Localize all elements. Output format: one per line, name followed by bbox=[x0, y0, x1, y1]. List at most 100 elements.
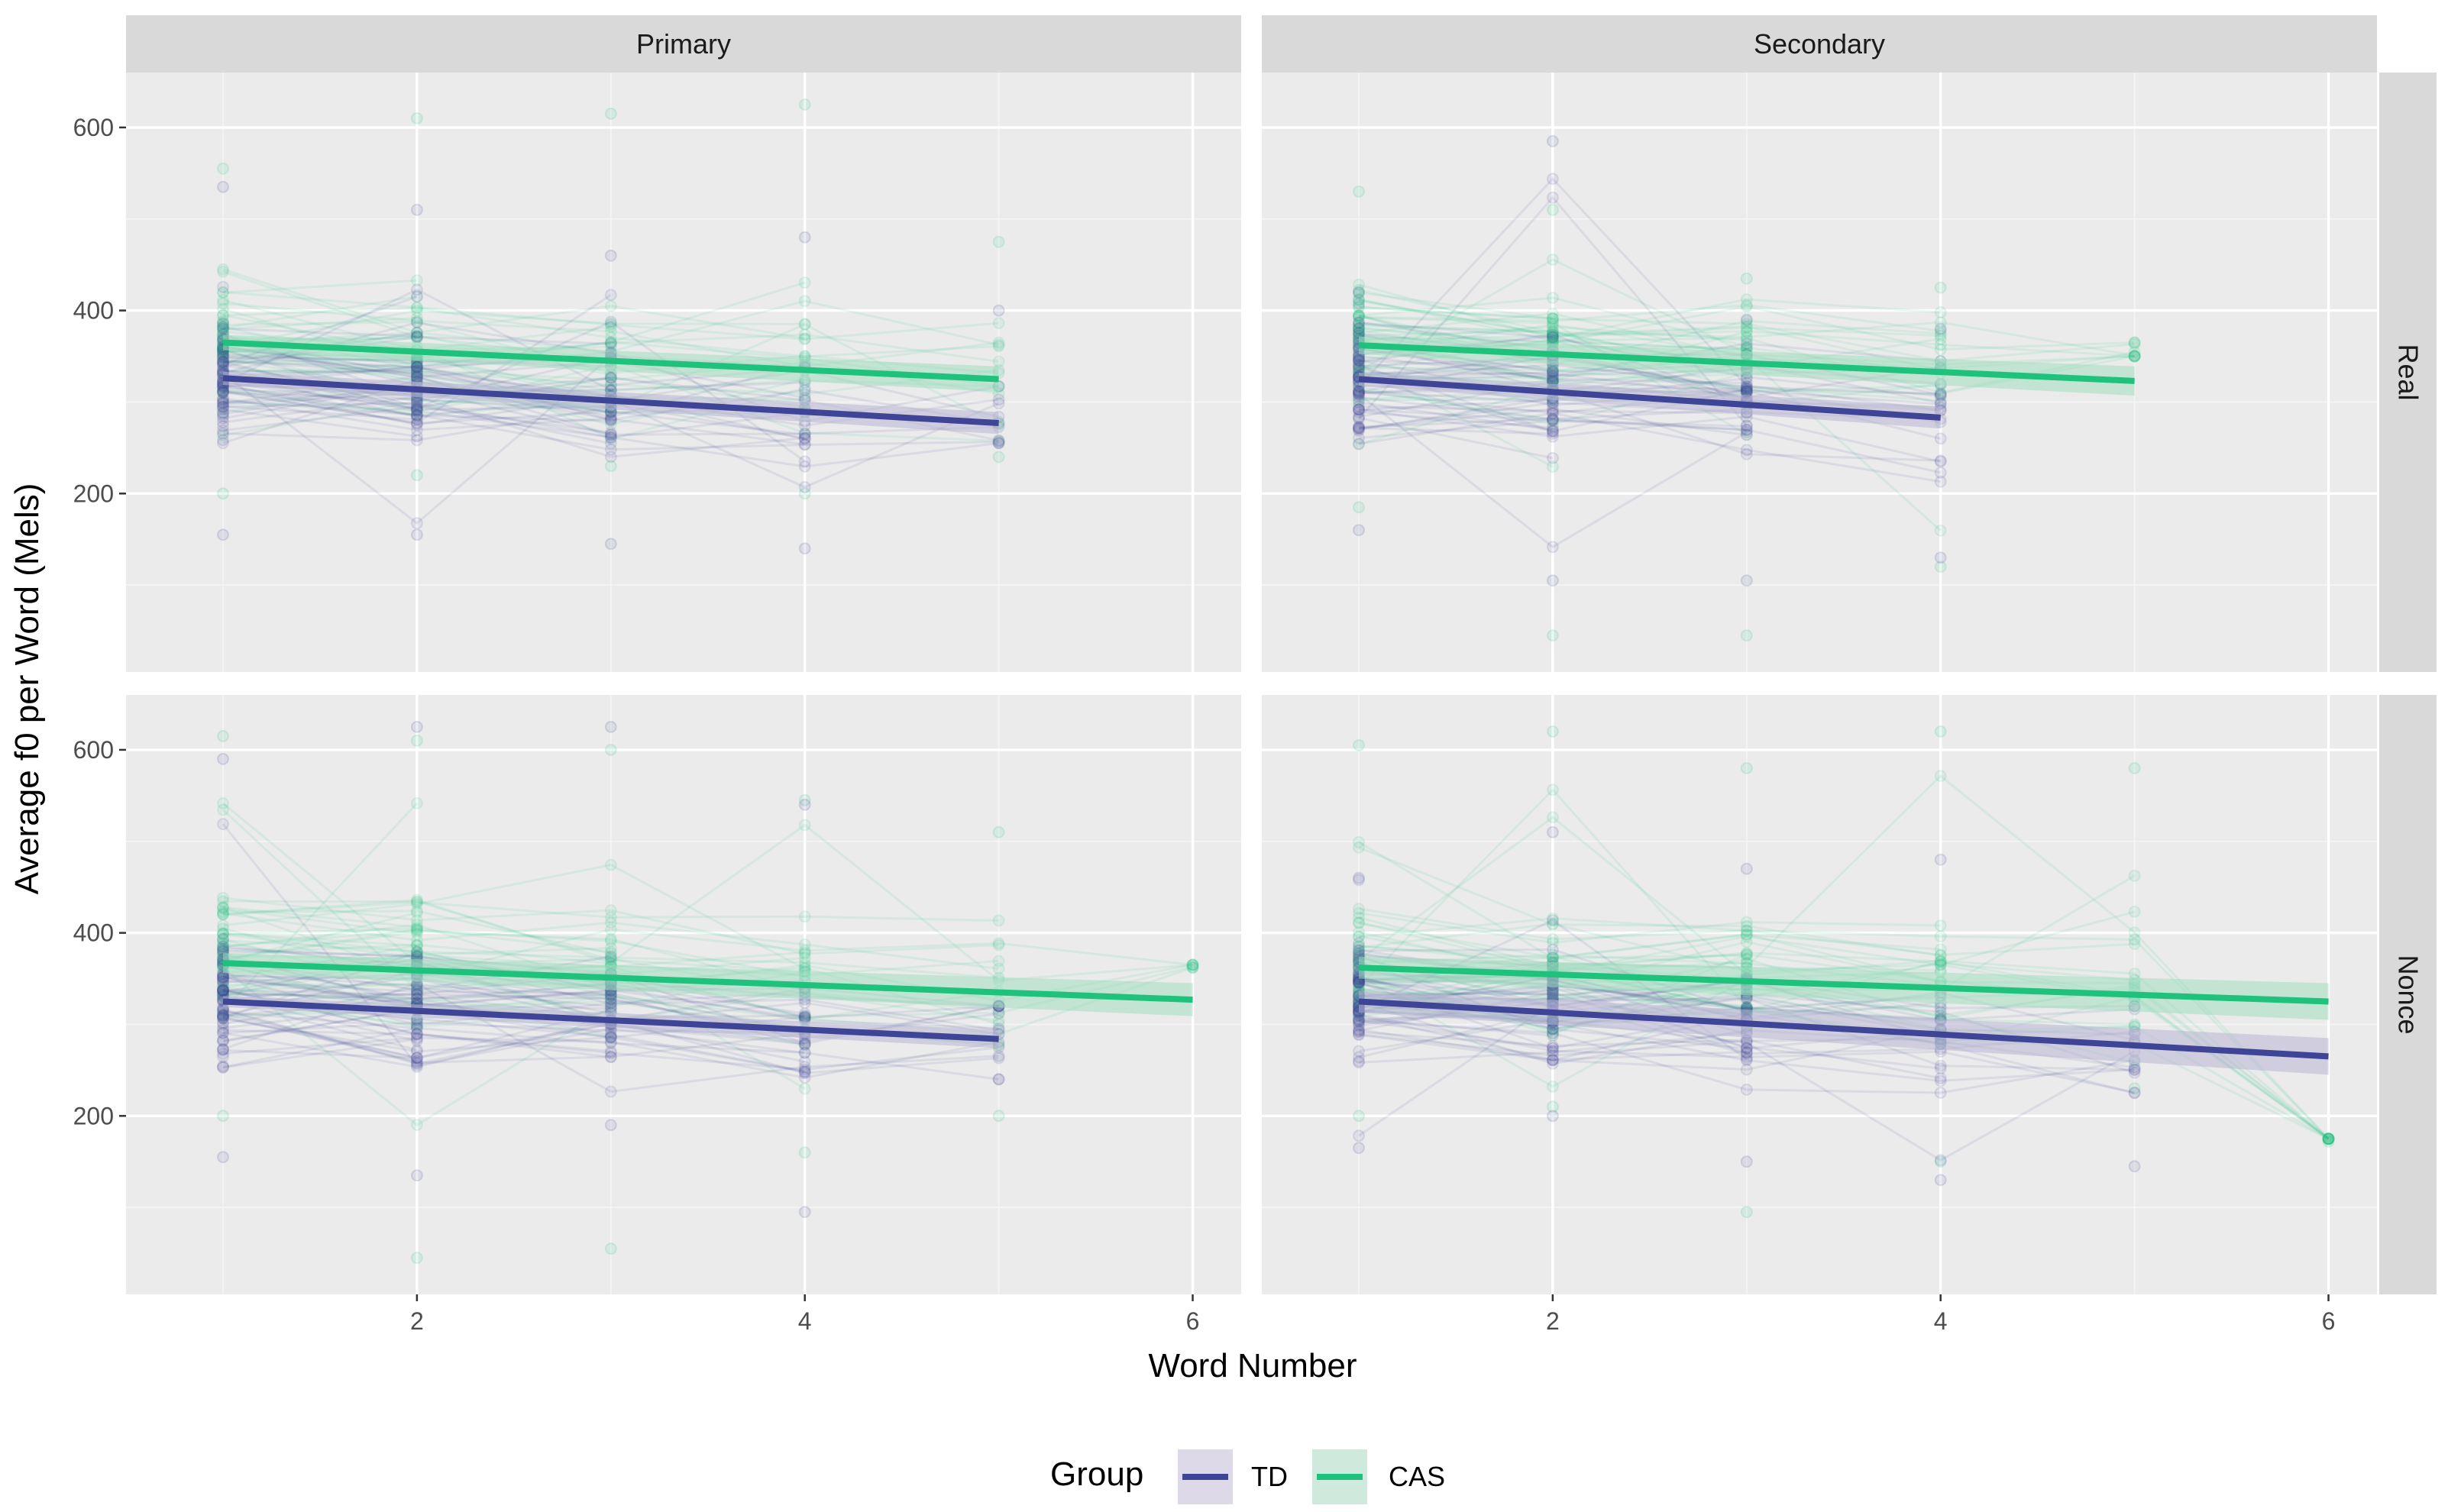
facet-label-real: Real bbox=[2393, 344, 2424, 400]
trajectory-point bbox=[1546, 321, 1559, 333]
trajectory-point bbox=[2322, 1132, 2335, 1145]
trajectory-point bbox=[2128, 968, 2141, 980]
trajectory-point bbox=[217, 420, 229, 433]
trajectory-point bbox=[1546, 412, 1559, 425]
trajectory-extreme-point bbox=[992, 825, 1005, 838]
trajectory-point bbox=[217, 927, 229, 939]
trajectory-line bbox=[222, 376, 999, 468]
trajectory-point bbox=[1353, 388, 1365, 400]
trajectory-point bbox=[798, 433, 811, 446]
trajectory-extreme-point bbox=[1934, 551, 1947, 564]
trajectory-point bbox=[1353, 389, 1365, 402]
trajectory-point bbox=[410, 1051, 423, 1064]
trajectory-extreme-point bbox=[1546, 1110, 1559, 1123]
trajectory-point bbox=[1353, 941, 1365, 954]
trajectory-point bbox=[217, 321, 229, 333]
trajectory-extreme-point bbox=[1546, 629, 1559, 642]
trajectory-point bbox=[1934, 394, 1947, 407]
trajectory-point bbox=[1934, 957, 1947, 970]
trajectory-point bbox=[604, 414, 617, 426]
trajectory-point bbox=[410, 417, 423, 430]
trajectory-line bbox=[1358, 315, 1941, 366]
trajectory-point bbox=[604, 336, 617, 349]
trajectory-point bbox=[604, 995, 617, 1008]
trajectory-point bbox=[410, 1058, 423, 1071]
trajectory-point bbox=[1353, 386, 1365, 398]
trajectory-point bbox=[1546, 292, 1559, 304]
trajectory-point bbox=[604, 431, 617, 444]
trajectory-point bbox=[217, 265, 229, 278]
trajectory-line bbox=[222, 408, 418, 438]
trajectory-point bbox=[217, 973, 229, 986]
trajectory-point bbox=[1353, 1024, 1365, 1037]
trajectory-point bbox=[1546, 325, 1559, 338]
trajectory-line bbox=[1358, 912, 1941, 945]
trajectory-point bbox=[604, 1031, 617, 1044]
trajectory-point bbox=[410, 331, 423, 344]
trajectory-point bbox=[217, 351, 229, 363]
trajectory-line bbox=[222, 989, 805, 1020]
trajectory-point bbox=[2322, 1132, 2335, 1145]
trajectory-point bbox=[1353, 937, 1365, 950]
trajectory-point bbox=[1546, 312, 1559, 325]
facet-label-primary: Primary bbox=[636, 28, 731, 60]
trajectory-line bbox=[222, 897, 999, 955]
trajectory-point bbox=[1934, 770, 1947, 783]
trajectory-point bbox=[1934, 955, 1947, 968]
trajectory-point bbox=[604, 428, 617, 441]
trajectory-point bbox=[410, 418, 423, 431]
trajectory-point bbox=[217, 928, 229, 941]
trajectory-extreme-point bbox=[1353, 871, 1365, 884]
trajectory-point bbox=[410, 302, 423, 315]
trajectory-point bbox=[798, 388, 811, 400]
trajectory-point bbox=[1353, 321, 1365, 334]
trajectory-line bbox=[222, 900, 805, 973]
trajectory-point bbox=[604, 337, 617, 350]
trajectory-line bbox=[222, 1008, 805, 1065]
trajectory-point bbox=[2128, 1087, 2141, 1100]
trajectory-point bbox=[2128, 349, 2141, 362]
trajectory-point bbox=[1546, 933, 1559, 945]
trajectory-point bbox=[410, 360, 423, 373]
trajectory-point bbox=[798, 318, 811, 331]
trajectory-point bbox=[410, 301, 423, 314]
trajectory-line bbox=[222, 386, 612, 445]
trajectory-point bbox=[1353, 301, 1365, 314]
trajectory-line bbox=[222, 1029, 611, 1058]
trajectory-point bbox=[217, 1043, 229, 1056]
trajectory-point bbox=[1353, 978, 1365, 991]
trajectory-point bbox=[798, 431, 811, 444]
trajectory-point bbox=[217, 315, 229, 328]
trajectory-point bbox=[217, 317, 229, 330]
trajectory-point bbox=[217, 409, 229, 422]
trajectory-point bbox=[1546, 986, 1559, 999]
trajectory-point bbox=[217, 408, 229, 421]
trajectory-extreme-point bbox=[798, 542, 811, 555]
trajectory-point bbox=[1353, 319, 1365, 331]
trajectory-point bbox=[410, 991, 423, 1004]
trajectory-point bbox=[2128, 1063, 2141, 1076]
trajectory-line bbox=[1358, 945, 1747, 960]
trajectory-point bbox=[1353, 1023, 1365, 1036]
trajectory-point bbox=[798, 1061, 811, 1074]
x-tick-label: 2 bbox=[410, 1307, 424, 1335]
trajectory-line bbox=[1358, 846, 1941, 957]
trajectory-point bbox=[217, 437, 229, 450]
trajectory-point bbox=[604, 993, 617, 1006]
trajectory-extreme-point bbox=[2322, 1132, 2335, 1145]
trajectory-point bbox=[1353, 294, 1365, 307]
trajectory-point bbox=[1353, 944, 1365, 957]
trajectory-point bbox=[798, 910, 811, 923]
trajectory-point bbox=[217, 434, 229, 447]
trajectory-point bbox=[604, 331, 617, 344]
trajectory-point bbox=[1546, 1042, 1559, 1055]
trajectory-point bbox=[217, 927, 229, 940]
y-tick-label: 400 bbox=[73, 919, 114, 947]
trajectory-point bbox=[1740, 299, 1753, 312]
trajectory-point bbox=[410, 274, 423, 287]
trajectory-point bbox=[1353, 926, 1365, 939]
trajectory-point bbox=[798, 951, 811, 964]
trajectory-extreme-point bbox=[1546, 134, 1559, 147]
trajectory-extreme-point bbox=[798, 793, 811, 806]
trajectory-extreme-point bbox=[992, 235, 1005, 248]
